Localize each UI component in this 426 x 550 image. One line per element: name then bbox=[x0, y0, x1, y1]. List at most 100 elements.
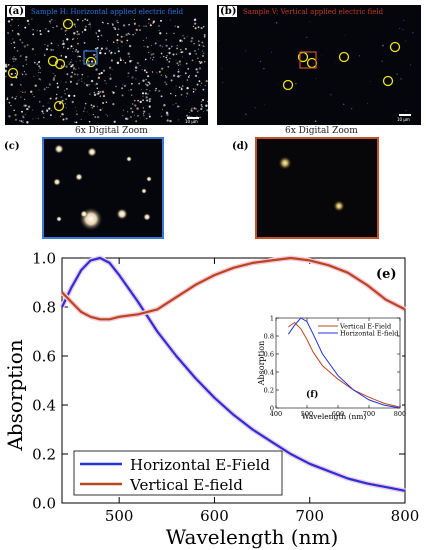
nanoparticle-spot bbox=[44, 43, 46, 46]
nanoparticle-spot bbox=[22, 121, 24, 124]
nanoparticle-spot bbox=[116, 20, 118, 22]
inset-chart-x-tick-label: 500 bbox=[301, 410, 313, 418]
nanoparticle-spot bbox=[204, 85, 206, 87]
nanoparticle-spot bbox=[17, 24, 19, 27]
nanoparticle-spot bbox=[176, 44, 178, 46]
nanoparticle-spot bbox=[144, 92, 147, 95]
nanoparticle-spot bbox=[76, 56, 78, 58]
nanoparticle-spot bbox=[134, 114, 135, 116]
nanoparticle-spot bbox=[198, 67, 202, 70]
nanoparticle-spot bbox=[200, 101, 203, 103]
nanoparticle-spot bbox=[14, 97, 17, 100]
nanoparticle-spot bbox=[175, 102, 177, 105]
nanoparticle-spot bbox=[188, 75, 190, 76]
nanoparticle-spot bbox=[410, 64, 412, 66]
nanoparticle-spot bbox=[84, 25, 87, 28]
nanoparticle-spot bbox=[68, 63, 71, 66]
nanoparticle-spot bbox=[99, 108, 102, 111]
nanoparticle-spot bbox=[172, 104, 174, 106]
nanoparticle-spot bbox=[172, 53, 175, 56]
nanoparticle-spot bbox=[17, 18, 19, 21]
nanoparticle-spot bbox=[135, 28, 138, 32]
nanoparticle-spot bbox=[113, 27, 115, 29]
nanoparticle-spot bbox=[60, 115, 62, 118]
inset-chart-series-line-b bbox=[287, 317, 401, 409]
nanoparticle-spot bbox=[39, 67, 41, 69]
nanoparticle-spot bbox=[82, 60, 84, 61]
nanoparticle-spot bbox=[142, 99, 144, 102]
nanoparticle-spot bbox=[71, 63, 74, 66]
nanoparticle-spot bbox=[143, 25, 145, 27]
nanoparticle-spot bbox=[20, 72, 22, 74]
nanoparticle-spot bbox=[181, 50, 184, 54]
nanoparticle-spot bbox=[178, 60, 181, 63]
nanoparticle-spot bbox=[158, 70, 161, 73]
nanoparticle-spot bbox=[13, 56, 15, 58]
nanoparticle-spot bbox=[79, 60, 81, 62]
nanoparticle-spot bbox=[168, 47, 171, 50]
nanoparticle-spot bbox=[37, 117, 39, 119]
nanoparticle-spot bbox=[201, 42, 203, 44]
nanoparticle-spot bbox=[128, 56, 131, 58]
nanoparticle-spot bbox=[180, 87, 183, 90]
panel-c-image bbox=[42, 137, 164, 239]
inset-chart-y-tick-label: 0.8 bbox=[264, 332, 274, 340]
nanoparticle-spot bbox=[23, 119, 24, 121]
nanoparticle-spot bbox=[133, 22, 137, 25]
nanoparticle-spot bbox=[165, 83, 168, 86]
nanoparticle-spot bbox=[344, 34, 346, 36]
nanoparticle-spot bbox=[107, 115, 109, 117]
nanoparticle-spot bbox=[70, 45, 73, 48]
nanoparticle-spot bbox=[104, 52, 107, 55]
nanoparticle-spot bbox=[163, 104, 166, 107]
nanoparticle-spot bbox=[194, 121, 196, 123]
nanoparticle-spot bbox=[186, 79, 189, 81]
panel-b-scale-bar bbox=[399, 114, 411, 116]
nanoparticle-spot bbox=[21, 110, 23, 113]
nanoparticle-spot bbox=[17, 32, 19, 35]
nanoparticle-spot bbox=[382, 44, 384, 47]
nanoparticle-spot bbox=[63, 46, 65, 48]
nanoparticle-spot bbox=[32, 118, 34, 120]
nanoparticle-spot bbox=[110, 51, 113, 54]
panel-b-caption: Sample V: Vertical applied electric fiel… bbox=[243, 8, 384, 16]
nanoparticle-spot bbox=[137, 99, 139, 102]
nanoparticle-spot bbox=[24, 26, 27, 29]
nanoparticle-spot bbox=[263, 67, 265, 70]
nanoparticle-spot bbox=[51, 19, 53, 21]
nanoparticle-spot bbox=[201, 98, 205, 102]
nanoparticle-spot bbox=[399, 27, 401, 30]
nanoparticle-spot bbox=[49, 97, 52, 100]
nanoparticle-spot bbox=[132, 103, 134, 105]
nanoparticle-spot bbox=[14, 57, 17, 61]
nanoparticle-spot bbox=[107, 22, 109, 25]
nanoparticle-spot bbox=[145, 83, 147, 85]
nanoparticle-spot bbox=[15, 95, 17, 97]
chart-x-axis-label: Wavelength (nm) bbox=[166, 525, 339, 549]
nanoparticle-spot bbox=[244, 50, 246, 52]
nanoparticle-spot bbox=[77, 80, 79, 82]
nanoparticle-spot bbox=[222, 82, 224, 83]
nanoparticle-spot bbox=[23, 71, 25, 73]
nanoparticle-spot bbox=[27, 105, 31, 108]
nanoparticle-spot bbox=[143, 115, 145, 117]
nanoparticle-spot bbox=[127, 52, 130, 55]
main-chart-series-line-b bbox=[61, 256, 406, 321]
nanoparticle-spot bbox=[134, 104, 137, 107]
nanoparticle-spot bbox=[55, 25, 58, 28]
nanoparticle-spot bbox=[87, 85, 89, 87]
nanoparticle-spot bbox=[106, 40, 109, 42]
nanoparticle-spot bbox=[22, 91, 24, 93]
nanoparticle-spot bbox=[166, 55, 168, 57]
nanoparticle-spot bbox=[121, 46, 123, 47]
nanoparticle-spot bbox=[131, 110, 134, 113]
nanoparticle-spot bbox=[120, 40, 124, 44]
nanoparticle-spot bbox=[52, 49, 54, 51]
nanoparticle-spot bbox=[26, 19, 30, 23]
main-chart-series-line-a bbox=[61, 256, 406, 492]
nanoparticle-spot bbox=[65, 98, 67, 100]
nanoparticle-spot bbox=[136, 114, 140, 117]
nanoparticle-spot bbox=[62, 42, 65, 45]
nanoparticle-spot bbox=[178, 119, 180, 121]
nanoparticle-spot bbox=[74, 107, 76, 108]
